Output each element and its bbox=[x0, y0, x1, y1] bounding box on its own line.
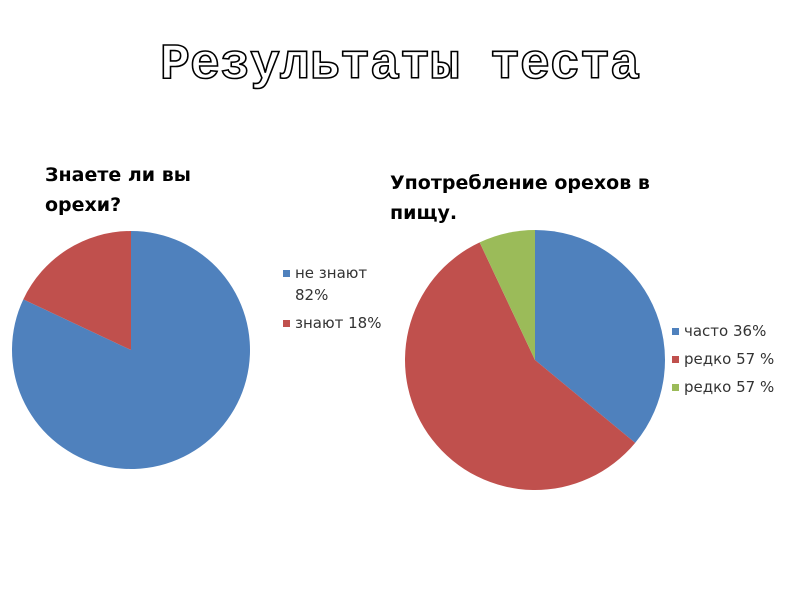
chart-title: Знаете ли вы орехи? bbox=[45, 164, 191, 216]
legend-label: не знают 82% bbox=[295, 264, 368, 304]
legend-label: знают 18% bbox=[295, 314, 382, 332]
legend-swatch bbox=[283, 270, 290, 277]
legend-item: редко 57 % bbox=[672, 348, 797, 370]
legend-swatch bbox=[672, 384, 679, 391]
legend-label: редко 57 % bbox=[684, 378, 775, 396]
legend: не знают 82% знают 18% bbox=[283, 262, 398, 340]
legend-swatch bbox=[672, 328, 679, 335]
legend-item: не знают 82% bbox=[283, 262, 398, 306]
legend-swatch bbox=[283, 320, 290, 327]
legend: часто 36% редко 57 % редко 57 % bbox=[672, 320, 797, 404]
legend-item: редко 57 % bbox=[672, 376, 797, 398]
legend-label: часто 36% bbox=[684, 322, 767, 340]
legend-swatch bbox=[672, 356, 679, 363]
pie-slice bbox=[479, 230, 535, 360]
pie-slice bbox=[23, 231, 132, 350]
legend-item: знают 18% bbox=[283, 312, 398, 334]
legend-label: редко 57 % bbox=[684, 350, 775, 368]
pie-slice bbox=[405, 242, 636, 490]
chart-title: Употребление орехов в пищу. bbox=[390, 172, 650, 224]
legend-item: часто 36% bbox=[672, 320, 797, 342]
pie-slice bbox=[535, 230, 665, 443]
page-title: Результаты теста bbox=[160, 37, 640, 94]
